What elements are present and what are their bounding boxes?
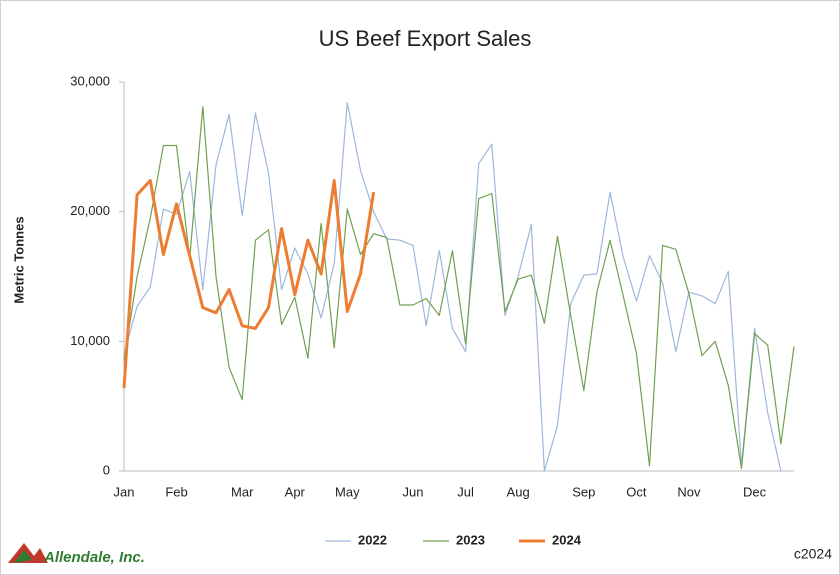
legend-label: 2024 [552,532,582,547]
credit: c2024 [794,546,832,562]
logo: Allendale, Inc. [8,543,145,566]
x-tick-label: Apr [285,484,306,499]
x-tick-label: Aug [507,484,530,499]
y-tick-label: 0 [103,462,110,477]
y-axis-label: Metric Tonnes [11,216,26,303]
logo-mark-inner [14,550,32,563]
series-line [123,106,795,469]
logo-text: Allendale, Inc. [43,549,145,566]
y-tick-label: 20,000 [70,203,110,218]
series-line [123,102,782,472]
x-tick-label: Sep [572,484,595,499]
x-tick-label: Jun [403,484,424,499]
x-tick-label: Jul [457,484,474,499]
x-tick-label: Dec [743,484,767,499]
y-tick-label: 10,000 [70,333,110,348]
x-tick-label: Nov [677,484,701,499]
chart-title: US Beef Export Sales [319,26,532,51]
x-tick-label: Jan [114,484,135,499]
legend-label: 2022 [358,532,387,547]
series-line [122,179,376,389]
legend-label: 2023 [456,532,485,547]
x-tick-label: May [335,484,360,499]
x-tick-label: Mar [231,484,254,499]
x-tick-label: Feb [165,484,187,499]
y-tick-label: 30,000 [70,73,110,88]
x-tick-label: Oct [626,484,647,499]
